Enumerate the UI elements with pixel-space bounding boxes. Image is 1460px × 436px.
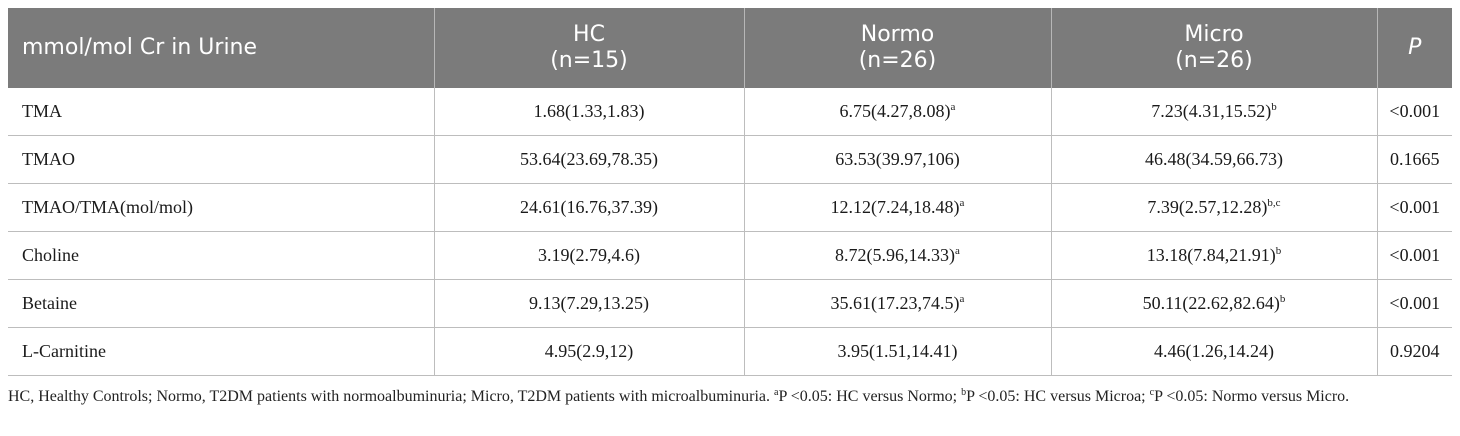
cell-hc: 3.19(2.79,4.6) [434,231,745,280]
cell-normo: 12.12(7.24,18.48)a [744,183,1052,232]
table-row: TMA 1.68(1.33,1.83) 6.75(4.27,8.08)a 7.2… [8,88,1452,136]
row-label: Betaine [8,279,435,328]
cell-micro-value: 7.23(4.31,15.52) [1151,101,1272,121]
cell-p: 0.9204 [1377,327,1452,376]
header-p: P [1377,8,1452,88]
cell-micro-sup: b [1275,245,1282,257]
footnote-main: HC, Healthy Controls; Normo, T2DM patien… [8,388,774,405]
cell-micro-sup: b,c [1267,197,1281,209]
table-body: TMA 1.68(1.33,1.83) 6.75(4.27,8.08)a 7.2… [8,88,1452,376]
footnote-text-b: P <0.05: HC versus Microa; [966,388,1150,405]
cell-normo-value: 12.12(7.24,18.48) [830,197,960,217]
table-row: TMAO 53.64(23.69,78.35) 63.53(39.97,106)… [8,135,1452,184]
cell-normo-value: 6.75(4.27,8.08) [839,101,951,121]
header-micro: Micro (n=26) [1051,8,1378,88]
cell-p: <0.001 [1377,231,1452,280]
footnote-sup-b: b [961,387,967,398]
cell-micro: 46.48(34.59,66.73) [1051,135,1378,184]
cell-normo-sup: a [950,101,956,113]
cell-normo-sup: a [955,245,960,257]
table-row: Betaine 9.13(7.29,13.25) 35.61(17.23,74.… [8,279,1452,328]
cell-normo: 6.75(4.27,8.08)a [744,88,1052,136]
cell-normo: 3.95(1.51,14.41) [744,327,1052,376]
cell-hc: 53.64(23.69,78.35) [434,135,745,184]
table-footnote: HC, Healthy Controls; Normo, T2DM patien… [8,386,1458,408]
cell-p: <0.001 [1377,88,1452,136]
row-label: L-Carnitine [8,327,435,376]
footnote-text-a: P <0.05: HC versus Normo; [778,388,962,405]
table-container: mmol/mol Cr in Urine HC (n=15) Normo (n=… [8,8,1452,376]
header-row: mmol/mol Cr in Urine HC (n=15) Normo (n=… [8,8,1452,88]
cell-p: <0.001 [1377,183,1452,232]
cell-micro-sup: b [1279,293,1286,305]
cell-micro-value: 50.11(22.62,82.64) [1142,293,1280,313]
cell-micro-value: 4.46(1.26,14.24) [1154,341,1274,361]
cell-normo: 8.72(5.96,14.33)a [744,231,1052,280]
data-table: mmol/mol Cr in Urine HC (n=15) Normo (n=… [8,8,1452,376]
header-micro-n: (n=26) [1175,48,1253,73]
cell-normo: 63.53(39.97,106) [744,135,1052,184]
row-label: Choline [8,231,435,280]
header-micro-name: Micro [1184,22,1244,47]
header-units: mmol/mol Cr in Urine [8,8,435,88]
cell-micro: 50.11(22.62,82.64)b [1051,279,1378,328]
cell-hc: 4.95(2.9,12) [434,327,745,376]
cell-p: <0.001 [1377,279,1452,328]
cell-normo-sup: a [959,293,965,305]
footnote-sup-a: a [773,387,779,398]
row-label: TMAO [8,135,435,184]
footnote-text-c: P <0.05: Normo versus Micro. [1154,388,1350,405]
header-normo-name: Normo [860,22,935,47]
cell-micro: 13.18(7.84,21.91)b [1051,231,1378,280]
cell-hc: 24.61(16.76,37.39) [434,183,745,232]
cell-micro-value: 46.48(34.59,66.73) [1145,149,1283,169]
cell-normo-sup: a [959,197,965,209]
table-header: mmol/mol Cr in Urine HC (n=15) Normo (n=… [8,8,1452,88]
header-hc-n: (n=15) [550,48,628,73]
table-row: Choline 3.19(2.79,4.6) 8.72(5.96,14.33)a… [8,231,1452,280]
table-row: L-Carnitine 4.95(2.9,12) 3.95(1.51,14.41… [8,327,1452,376]
cell-micro: 4.46(1.26,14.24) [1051,327,1378,376]
cell-normo-value: 35.61(17.23,74.5) [830,293,960,313]
table-row: TMAO/TMA(mol/mol) 24.61(16.76,37.39) 12.… [8,183,1452,232]
header-hc: HC (n=15) [434,8,745,88]
cell-normo-value: 63.53(39.97,106) [835,149,960,169]
cell-normo-value: 8.72(5.96,14.33) [835,245,956,265]
header-normo: Normo (n=26) [744,8,1052,88]
cell-micro-value: 13.18(7.84,21.91) [1146,245,1276,265]
row-label: TMA [8,88,435,136]
cell-micro-sup: b [1271,101,1277,113]
cell-hc: 1.68(1.33,1.83) [434,88,745,136]
cell-normo-value: 3.95(1.51,14.41) [837,341,958,361]
cell-p: 0.1665 [1377,135,1452,184]
header-normo-n: (n=26) [858,48,937,73]
row-label: TMAO/TMA(mol/mol) [8,183,435,232]
cell-micro: 7.23(4.31,15.52)b [1051,88,1378,136]
footnote-sup-c: c [1149,387,1155,398]
header-hc-name: HC [573,22,605,47]
cell-normo: 35.61(17.23,74.5)a [744,279,1052,328]
cell-micro-value: 7.39(2.57,12.28) [1147,197,1268,217]
cell-micro: 7.39(2.57,12.28)b,c [1051,183,1378,232]
cell-hc: 9.13(7.29,13.25) [434,279,745,328]
